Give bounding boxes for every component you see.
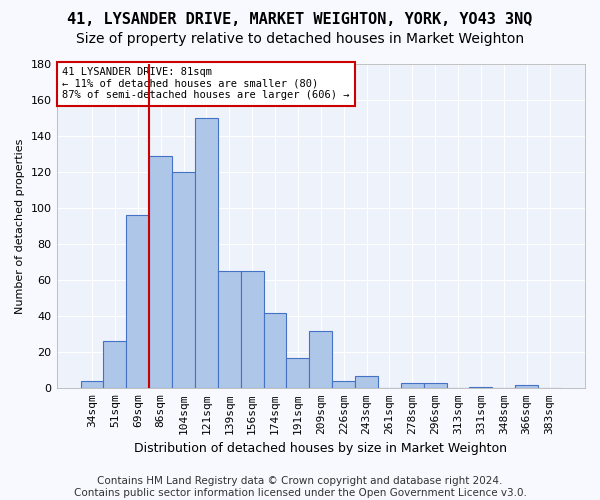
Text: Size of property relative to detached houses in Market Weighton: Size of property relative to detached ho… [76,32,524,46]
Bar [172,172,195,388]
Bar [424,383,446,388]
Bar [195,118,218,388]
Bar [80,381,103,388]
Bar [241,271,263,388]
Bar [469,386,493,388]
Bar [263,312,286,388]
Bar [103,342,127,388]
Bar [286,358,310,388]
Bar [401,383,424,388]
Text: Contains HM Land Registry data © Crown copyright and database right 2024.
Contai: Contains HM Land Registry data © Crown c… [74,476,526,498]
Bar [218,271,241,388]
Bar [332,381,355,388]
Y-axis label: Number of detached properties: Number of detached properties [15,138,25,314]
Text: 41, LYSANDER DRIVE, MARKET WEIGHTON, YORK, YO43 3NQ: 41, LYSANDER DRIVE, MARKET WEIGHTON, YOR… [67,12,533,28]
Bar [355,376,378,388]
Bar [127,216,149,388]
Text: 41 LYSANDER DRIVE: 81sqm
← 11% of detached houses are smaller (80)
87% of semi-d: 41 LYSANDER DRIVE: 81sqm ← 11% of detach… [62,67,349,100]
Bar [310,330,332,388]
Bar [515,384,538,388]
X-axis label: Distribution of detached houses by size in Market Weighton: Distribution of detached houses by size … [134,442,507,455]
Bar [149,156,172,388]
